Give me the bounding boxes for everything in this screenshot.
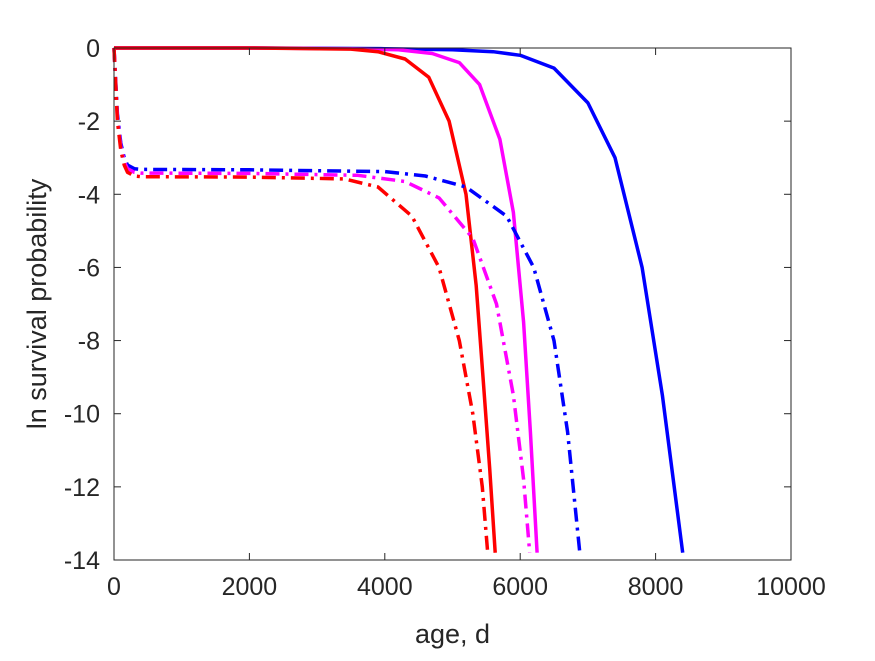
x-tick-label: 0 [107,573,121,601]
x-tick-label: 4000 [357,573,413,601]
tick-layer: 0 2000 4000 6000 8000 10000 0 -2 -4 -6 -8 -10 -12 -14 [64,35,826,601]
series-line-5 [112,47,532,553]
plot-area-frame [113,47,792,561]
y-tick-label: -10 [64,401,100,429]
y-tick-label: -12 [64,474,100,502]
x-tick-label: 8000 [628,573,684,601]
series-line-6 [112,47,490,553]
series-layer [112,46,685,553]
y-axis-label: ln survival probability [22,178,52,429]
y-tick-label: -8 [78,328,100,356]
x-tick-label: 10000 [756,573,826,601]
y-tick-label: -14 [64,547,100,575]
series-line-3 [114,46,497,553]
x-tick-label: 6000 [492,573,548,601]
x-tick-label: 2000 [222,573,278,601]
y-tick-label: -6 [78,254,100,282]
y-tick-label: -2 [78,108,100,136]
y-tick-label: -4 [78,181,100,209]
y-tick-label: 0 [86,35,100,63]
x-axis-label: age, d [415,619,490,649]
